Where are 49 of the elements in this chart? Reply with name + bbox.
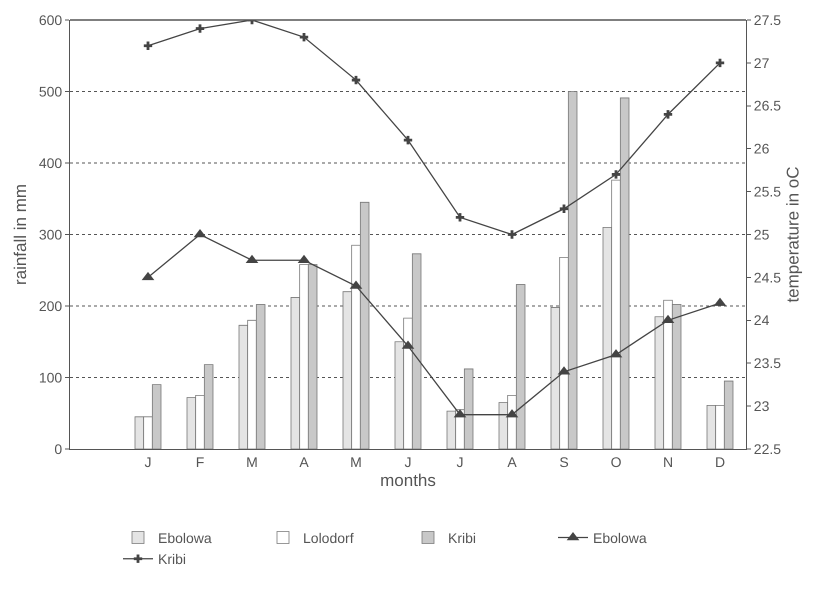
y2-tick-label: 25: [754, 226, 770, 242]
x-tick-label: M: [246, 454, 258, 470]
x-tick-label: A: [299, 454, 310, 470]
point: [352, 76, 360, 84]
y2-tick-label: 25.5: [754, 184, 782, 200]
y-tick-label: 200: [38, 298, 62, 314]
y2-tick-label: 27.5: [754, 12, 782, 28]
legend-label: Lolodorf: [303, 530, 354, 546]
y2-tick-label: 26: [754, 140, 770, 157]
y2-tick-label: 27: [754, 54, 770, 71]
y2-tick-label: 23.5: [754, 355, 782, 372]
point: [716, 58, 724, 68]
legend-label: Kribi: [448, 530, 476, 546]
y2-tick-label: 24: [754, 312, 770, 328]
y-tick-label: 400: [38, 154, 62, 171]
y-tick-label: 0: [54, 440, 62, 457]
point: [456, 213, 464, 222]
y-axis-title: rainfall in mm: [11, 184, 30, 286]
y2-tick-label: 23: [754, 398, 770, 414]
y2-tick-label: 24.5: [754, 269, 782, 286]
x-tick-label: A: [507, 454, 518, 470]
point: [508, 230, 516, 239]
point: [664, 110, 672, 119]
x-tick-label: O: [610, 454, 622, 470]
legend-label: Ebolowa: [158, 530, 212, 546]
legend-label: Kribi: [158, 551, 186, 568]
y2-tick-label: 22.5: [754, 440, 782, 457]
point: [404, 136, 412, 144]
point: [612, 170, 620, 179]
y-tick-label: 300: [38, 226, 62, 242]
x-tick-label: J: [144, 454, 152, 470]
y2-tick-label: 26.5: [754, 98, 782, 114]
y-tick-label: 100: [38, 369, 62, 386]
x-tick-label: N: [662, 454, 674, 470]
x-tick-label: D: [714, 454, 726, 470]
x-tick-label: J: [456, 454, 464, 470]
y-tick-label: 600: [38, 12, 62, 28]
x-tick-label: S: [559, 454, 569, 470]
x-axis-title: months: [380, 471, 436, 490]
x-tick-label: F: [196, 454, 204, 470]
point: [196, 24, 204, 33]
point: [300, 32, 308, 42]
y2-axis-title: temperature in oC: [784, 166, 802, 303]
x-tick-label: J: [404, 454, 412, 470]
x-tick-label: M: [350, 454, 362, 470]
point: [144, 42, 152, 50]
y-tick-label: 500: [38, 83, 62, 100]
point: [560, 204, 568, 213]
legend-label: Ebolowa: [593, 530, 647, 546]
